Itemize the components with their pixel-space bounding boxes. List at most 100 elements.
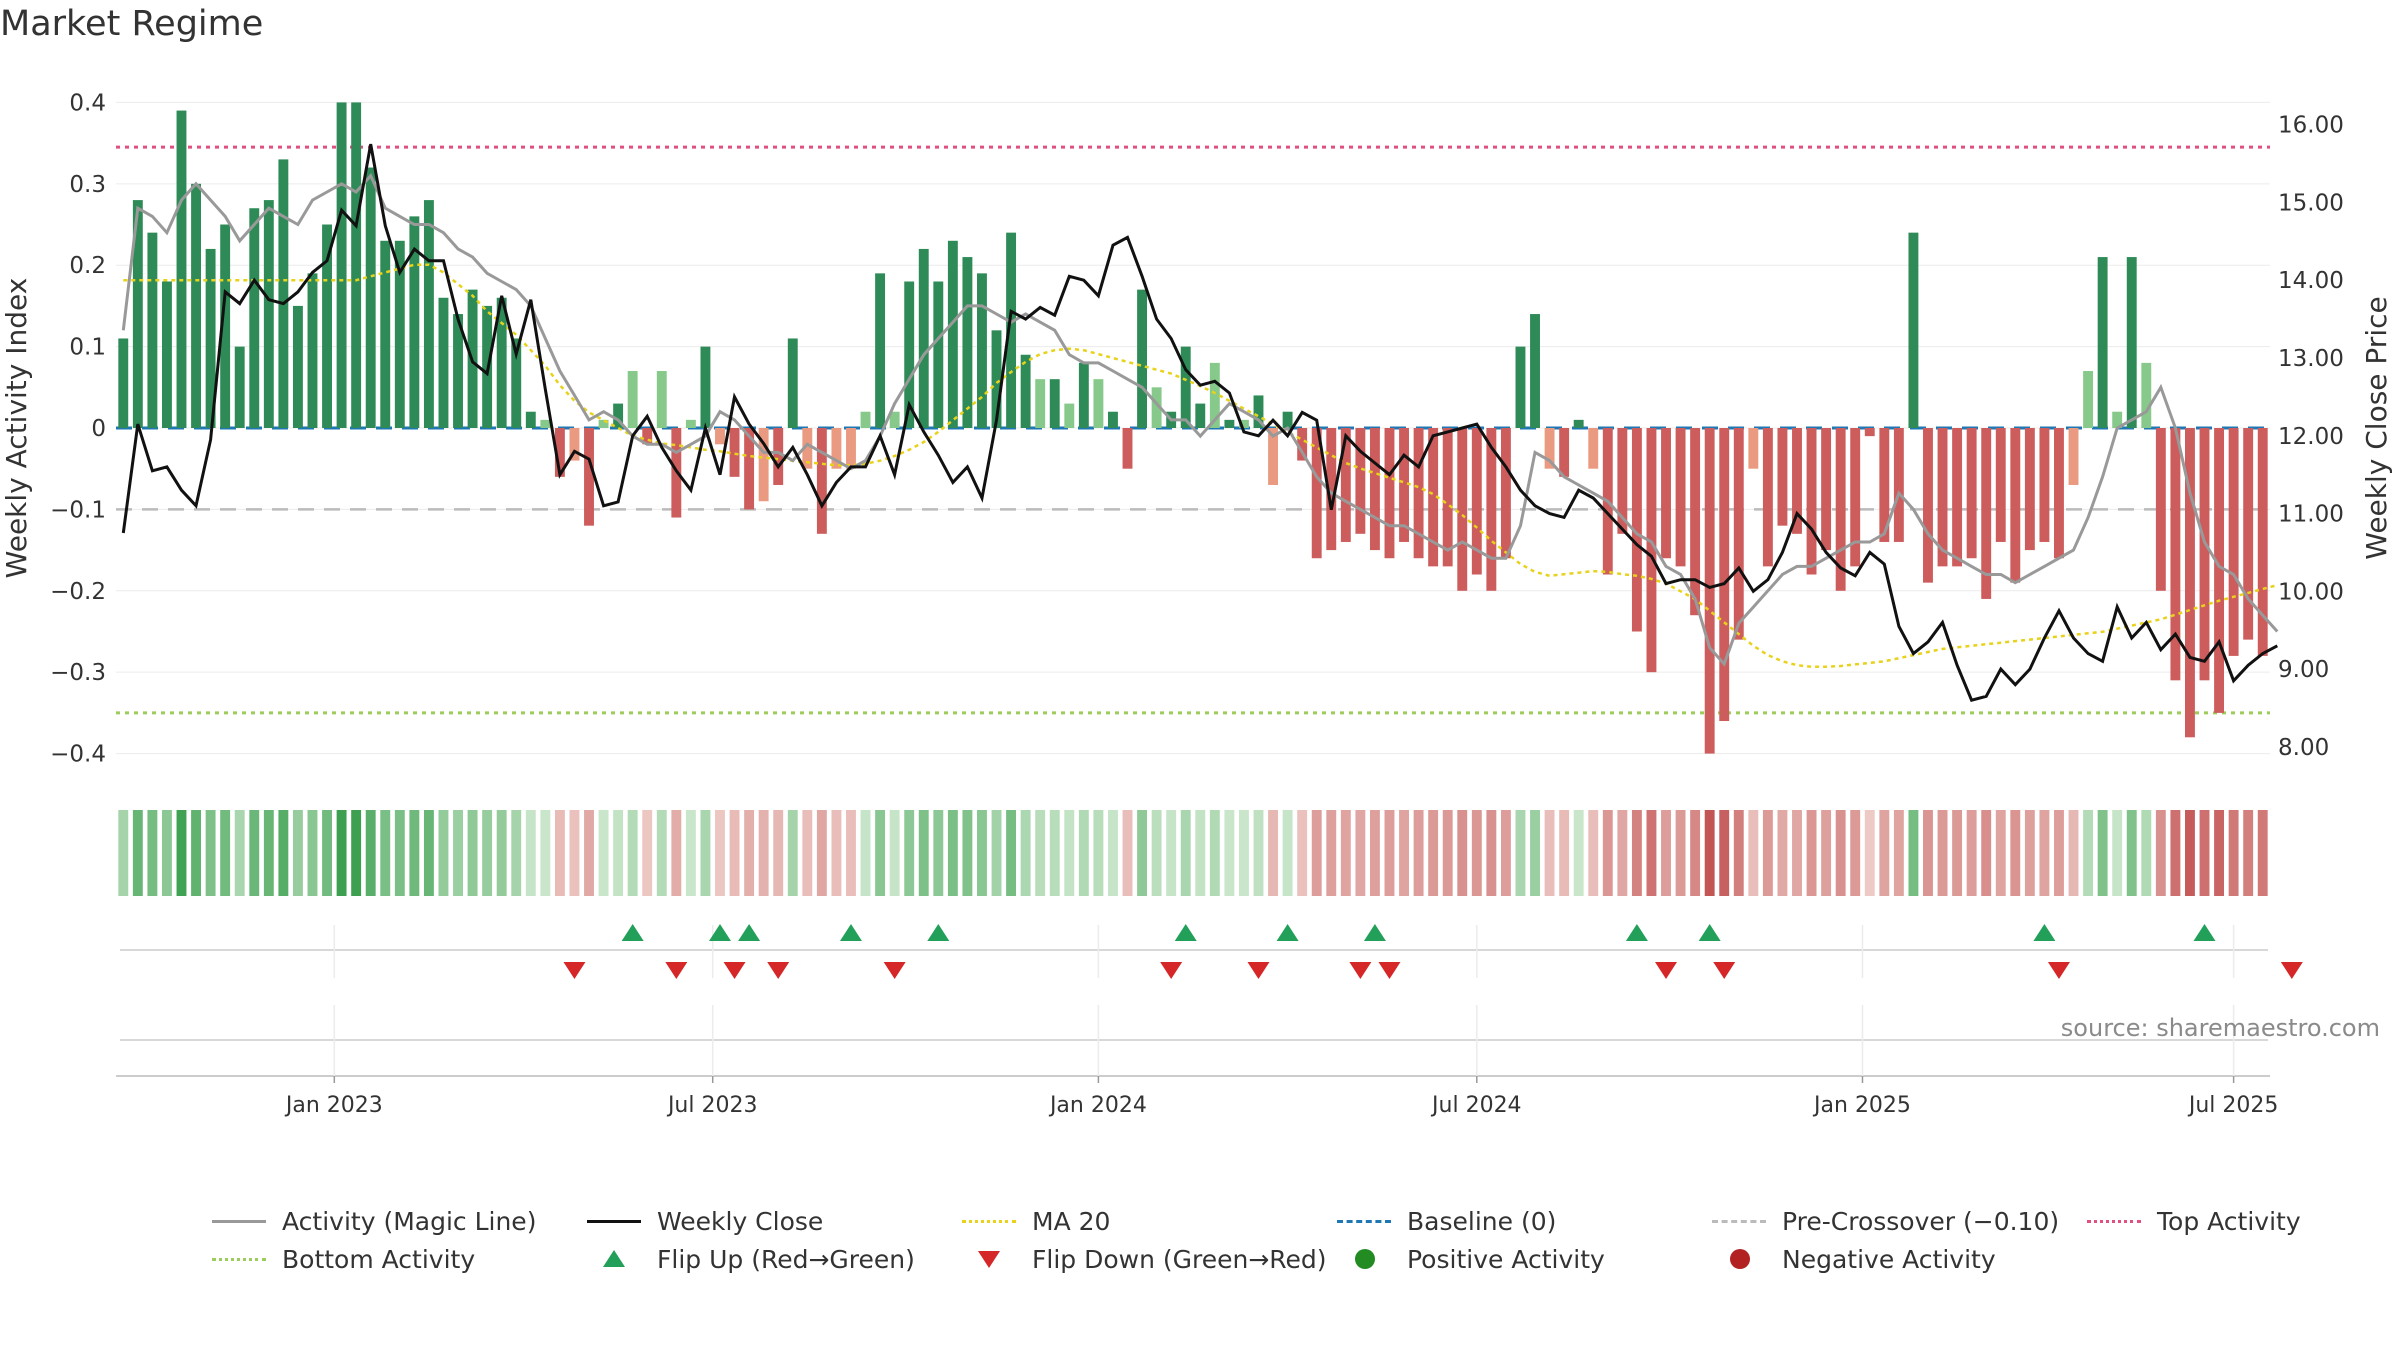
- activity-bar: [1428, 428, 1439, 567]
- activity-bar: [1049, 379, 1060, 428]
- flip-down-marker: [767, 962, 790, 979]
- activity-bar: [977, 273, 987, 428]
- x-tick-label: Jan 2023: [284, 1093, 383, 1118]
- regime-cell: [2141, 810, 2152, 896]
- activity-bar: [1879, 428, 1890, 542]
- legend-item-baseline[interactable]: Baseline (0): [1335, 1207, 1710, 1236]
- regime-cell: [947, 810, 958, 896]
- regime-cell: [220, 810, 231, 896]
- legend-row-1: Activity (Magic Line) Weekly Close MA 20…: [210, 1202, 2340, 1240]
- activity-bar: [773, 428, 784, 485]
- flip-up-marker: [927, 924, 950, 941]
- legend-item-positive-activity[interactable]: Positive Activity: [1335, 1245, 1710, 1274]
- regime-cell: [1879, 810, 1890, 896]
- activity-bar: [1937, 428, 1948, 567]
- regime-cell: [1384, 810, 1395, 896]
- regime-cell: [1690, 810, 1701, 896]
- legend-item-flip-up[interactable]: Flip Up (Red→Green): [585, 1245, 960, 1274]
- activity-bar: [642, 428, 653, 445]
- activity-bar: [2068, 428, 2079, 485]
- legend-label: Negative Activity: [1782, 1244, 1996, 1274]
- activity-bar: [380, 240, 391, 428]
- regime-cell: [1792, 810, 1802, 896]
- flip-down-marker: [1349, 962, 1372, 979]
- activity-bar: [1108, 411, 1118, 428]
- activity-bar: [278, 159, 289, 428]
- legend-label: Flip Down (Green→Red): [1032, 1244, 1327, 1274]
- legend-item-negative-activity[interactable]: Negative Activity: [1710, 1245, 1996, 1274]
- activity-bar: [1297, 428, 1308, 461]
- regime-cell: [1355, 810, 1366, 896]
- y-left-tick-label: 0.4: [69, 90, 106, 116]
- regime-cell: [118, 810, 129, 896]
- regime-cell: [1981, 810, 1992, 896]
- y-right-axis-label: Weekly Close Price: [2360, 296, 2393, 559]
- flip-up-marker: [839, 924, 862, 941]
- legend-item-magic-line[interactable]: Activity (Magic Line): [210, 1207, 585, 1236]
- flip-down-marker: [2280, 962, 2303, 979]
- activity-bar: [1399, 428, 1409, 542]
- activity-bar: [263, 200, 274, 428]
- flip-down-marker: [1247, 962, 1270, 979]
- activity-bar: [554, 428, 565, 477]
- activity-bar: [1923, 428, 1933, 583]
- x-axis: Jan 2023 Jul 2023 Jan 2024 Jul 2024 Jan 2025…: [116, 1005, 2278, 1118]
- regime-cell: [1064, 810, 1075, 896]
- legend-item-top-activity[interactable]: Top Activity: [2085, 1207, 2325, 1236]
- activity-bars: [118, 102, 2268, 754]
- flip-down-marker: [2047, 962, 2070, 979]
- y-right-tick-label: 8.00: [2278, 735, 2329, 761]
- regime-cell: [1762, 810, 1773, 896]
- regime-cell: [1646, 810, 1657, 896]
- regime-cell: [1966, 810, 1977, 896]
- legend-item-weekly-close[interactable]: Weekly Close: [585, 1207, 960, 1236]
- activity-bar: [176, 110, 187, 428]
- activity-bar: [1282, 411, 1293, 428]
- activity-bar: [220, 224, 231, 428]
- triangle-up-icon: [585, 1247, 643, 1271]
- regime-cell: [554, 810, 565, 896]
- regime-cell: [234, 810, 245, 896]
- green-dot-icon: [1335, 1247, 1393, 1271]
- activity-bar: [1369, 428, 1380, 551]
- legend-label: Positive Activity: [1407, 1244, 1605, 1274]
- activity-bar: [292, 305, 303, 428]
- regime-cell: [380, 810, 391, 896]
- regime-cell: [336, 810, 347, 896]
- legend-item-flip-down[interactable]: Flip Down (Green→Red): [960, 1245, 1335, 1274]
- regime-cell: [496, 810, 507, 896]
- regime-cell: [1093, 810, 1104, 896]
- regime-cell: [176, 810, 187, 896]
- activity-bar: [685, 419, 696, 428]
- legend-item-ma20[interactable]: MA 20: [960, 1207, 1335, 1236]
- activity-bar: [1326, 428, 1337, 551]
- regime-cell: [758, 810, 769, 896]
- triangle-down-icon: [960, 1247, 1018, 1271]
- regime-cell: [2112, 810, 2123, 896]
- regime-cell: [438, 810, 449, 896]
- regime-cell: [700, 810, 711, 896]
- regime-cell: [1049, 810, 1060, 896]
- y-left-tick-label: −0.1: [50, 497, 106, 523]
- activity-bar: [1661, 428, 1671, 559]
- legend-item-pre-crossover[interactable]: Pre-Crossover (−0.10): [1710, 1207, 2085, 1236]
- activity-bar: [1631, 428, 1642, 632]
- legend-item-bottom-activity[interactable]: Bottom Activity: [210, 1245, 585, 1274]
- baseline-swatch: [1335, 1209, 1393, 1233]
- activity-bar: [2097, 257, 2108, 428]
- activity-bar: [584, 428, 594, 526]
- regime-cell: [351, 810, 362, 896]
- regime-cell: [1893, 810, 1904, 896]
- regime-cell: [1137, 810, 1148, 896]
- flip-up-marker: [1363, 924, 1386, 941]
- activity-bar: [1384, 428, 1395, 559]
- activity-bar: [540, 419, 551, 428]
- regime-cell: [1661, 810, 1671, 896]
- weekly-close-swatch: [585, 1209, 643, 1233]
- regime-cell: [2054, 810, 2064, 896]
- activity-bar: [1835, 428, 1846, 591]
- regime-cell: [2257, 810, 2268, 896]
- y-right-tick-label: 10.00: [2278, 579, 2344, 605]
- regime-cell: [1573, 810, 1584, 896]
- activity-bar: [1515, 346, 1526, 428]
